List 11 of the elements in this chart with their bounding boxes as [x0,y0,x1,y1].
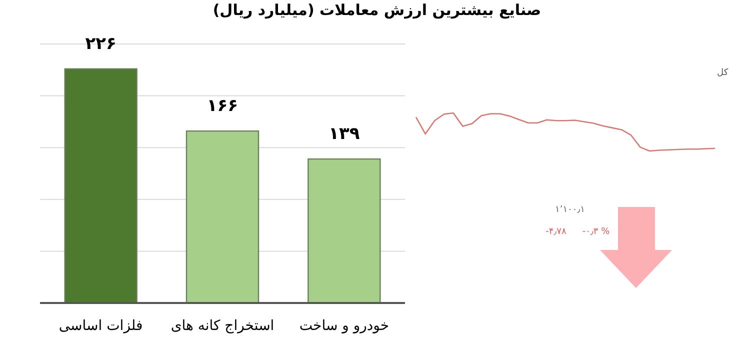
x-tick-label: فلزات اساسی [58,318,143,334]
text: -۴٫۷۸ [546,227,567,237]
data-label: ۱۶۶ [206,96,238,116]
text: کل [717,68,729,78]
text: ۱٬۱۰۰٫۱ [555,205,585,215]
data-label: ۲۲۶ [85,34,116,54]
data-label: ۱۳۹ [328,124,360,144]
text: -۰٫۳ % [582,227,610,237]
x-tick-label: استخراج کانه های [170,318,274,334]
chart-title: صنایع بیشترین ارزش معاملات (میلیارد ریال) [212,1,542,19]
x-tick-label: خودرو و ساخت [299,318,390,334]
